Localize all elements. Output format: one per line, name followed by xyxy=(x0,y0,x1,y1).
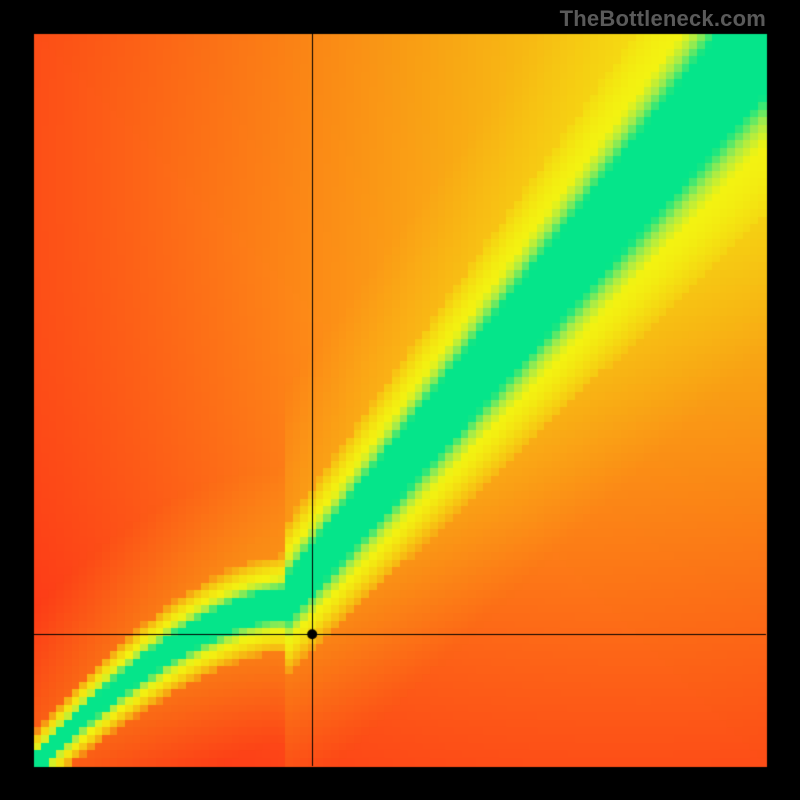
watermark-text: TheBottleneck.com xyxy=(560,6,766,32)
bottleneck-heatmap xyxy=(0,0,800,800)
